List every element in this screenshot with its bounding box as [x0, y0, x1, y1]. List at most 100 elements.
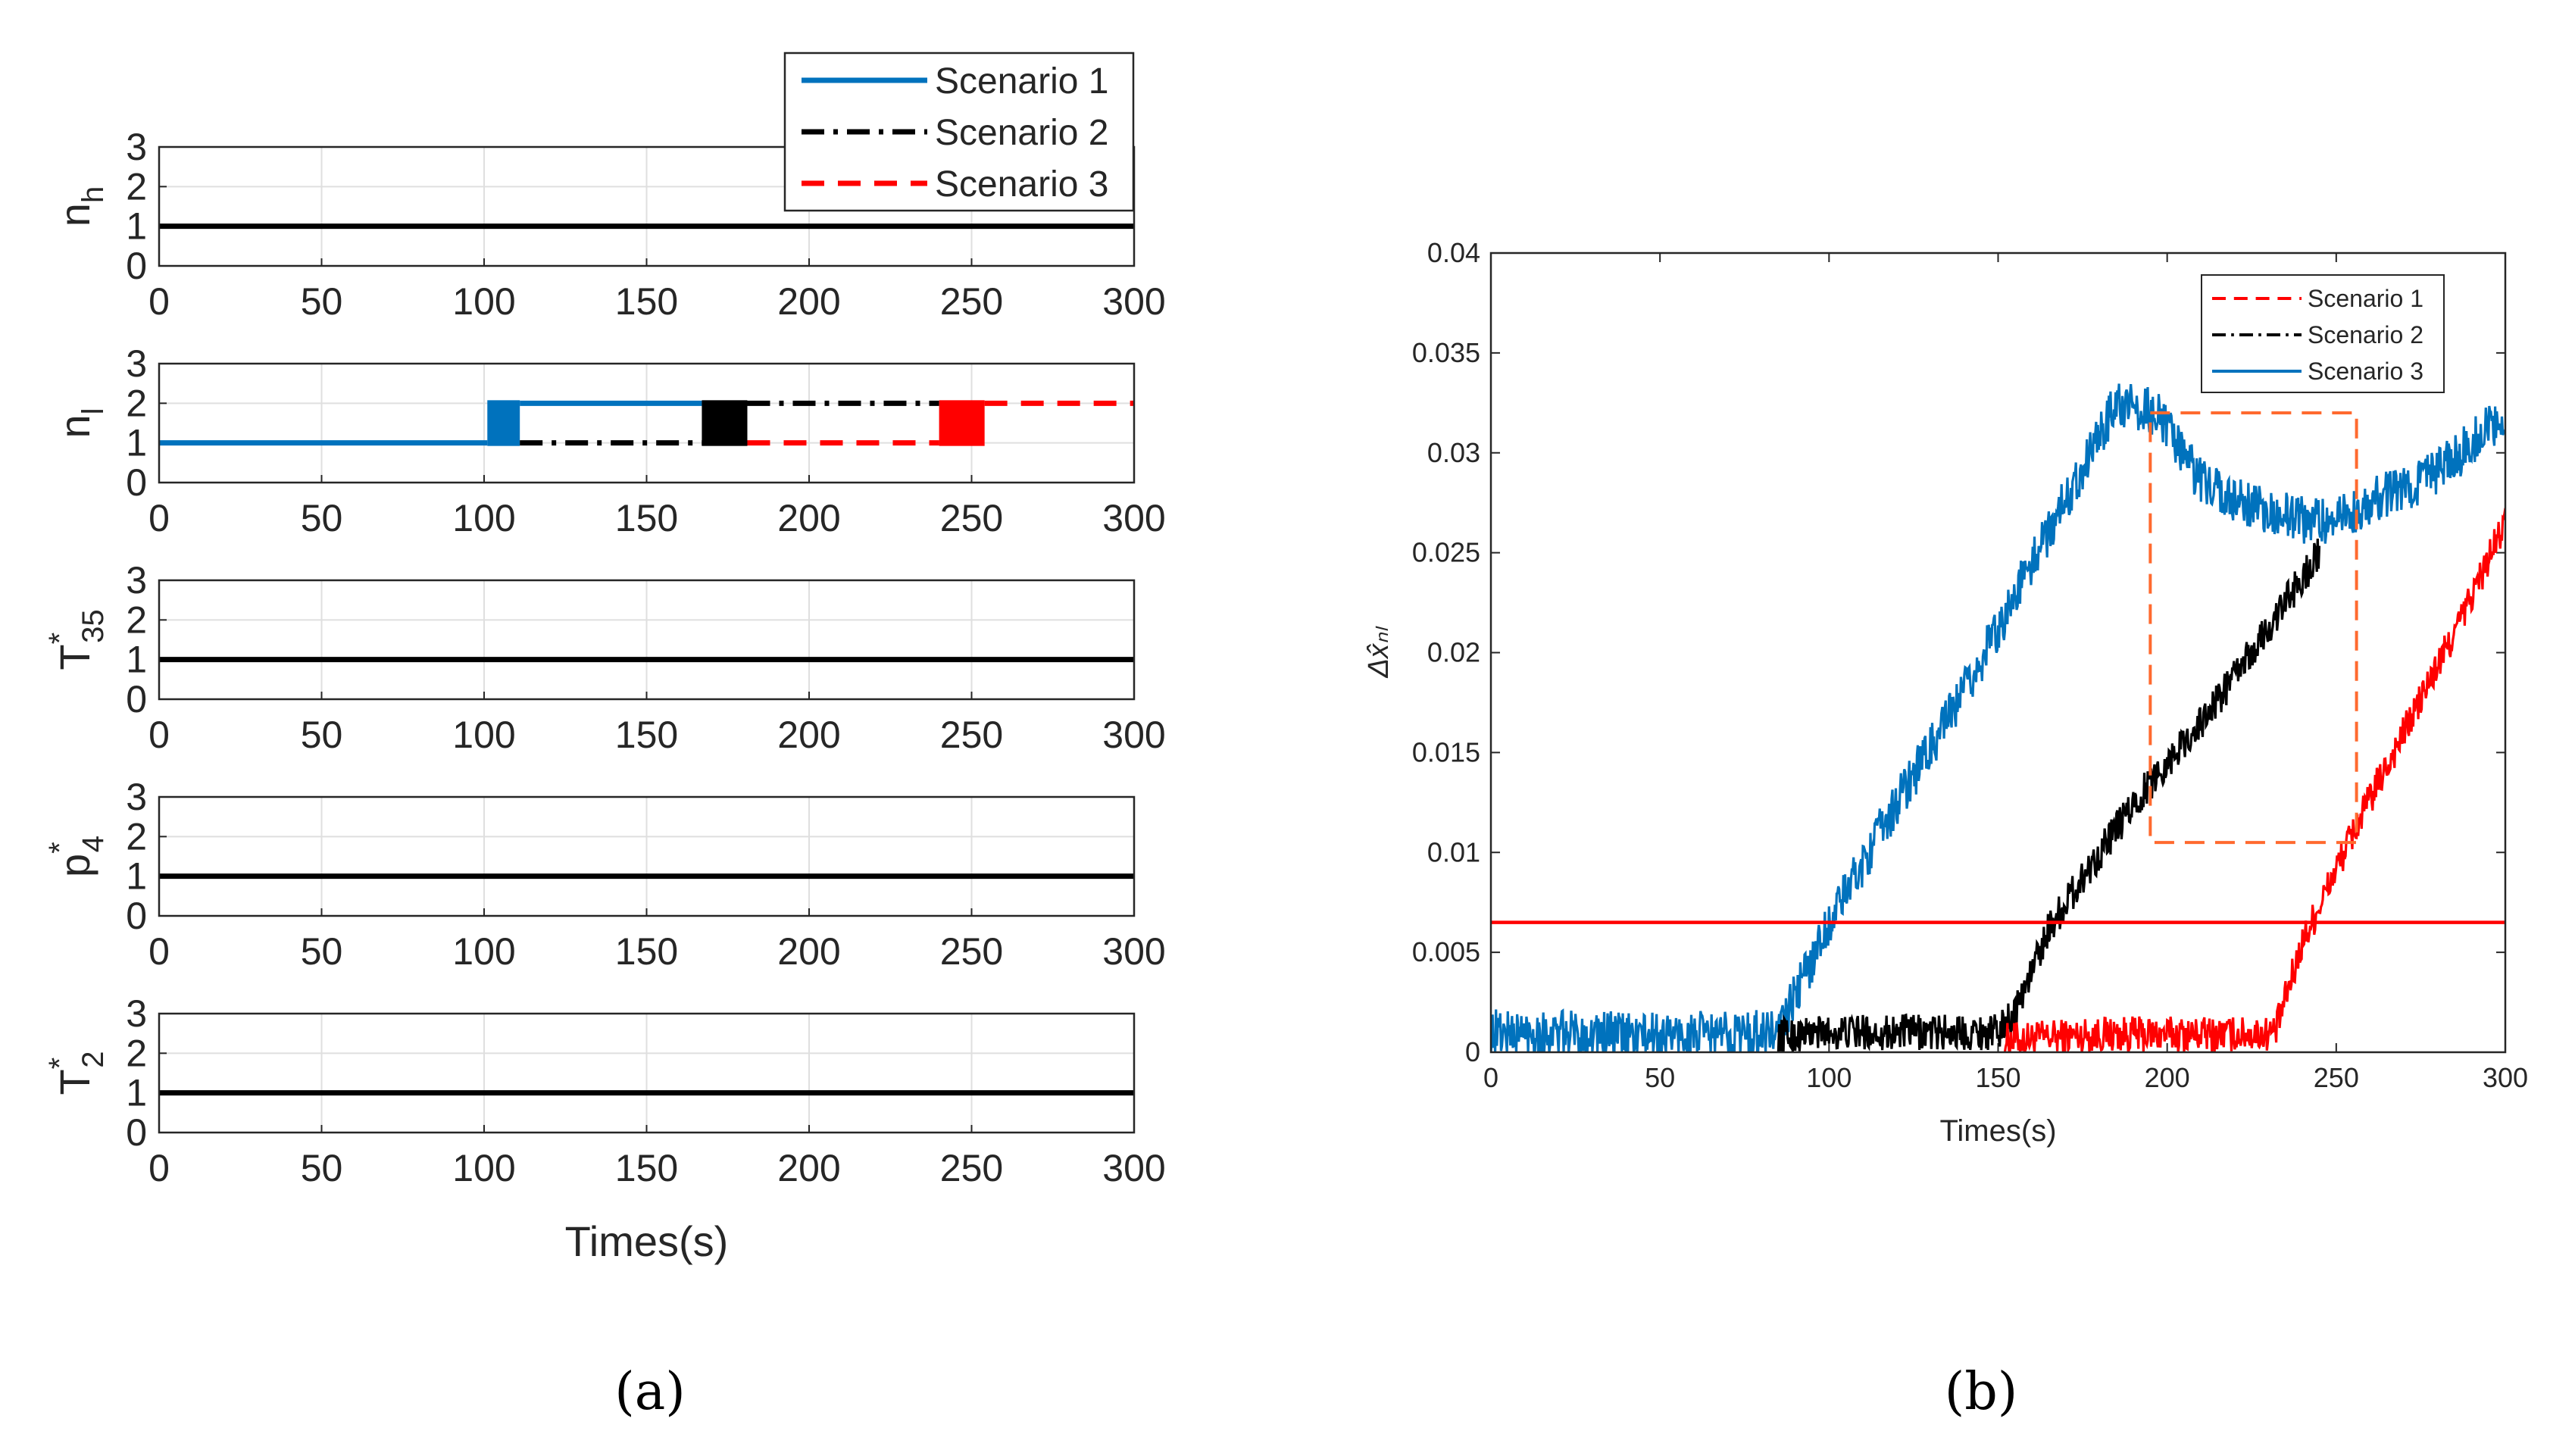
- y-tick-label: 3: [126, 559, 147, 601]
- x-tick-label: 250: [940, 930, 1003, 973]
- panel-a-caption: (a): [614, 1362, 686, 1422]
- y-tick-label: 0.03: [1427, 437, 1480, 468]
- x-tick-label: 200: [777, 497, 840, 539]
- x-tick-label: 200: [777, 1147, 840, 1189]
- y-tick-label: 0.015: [1412, 736, 1480, 767]
- legend-label: Scenario 3: [2308, 358, 2423, 385]
- x-tick-label: 50: [301, 280, 343, 323]
- y-tick-label: 0.005: [1412, 936, 1480, 967]
- axes-frame: [1489, 252, 2507, 1054]
- x-tick-label: 250: [2314, 1062, 2359, 1093]
- x-tick-label: 200: [777, 714, 840, 756]
- y-label-sup: *: [43, 842, 77, 854]
- x-tick-label: 100: [452, 930, 515, 973]
- x-tick-label: 300: [1102, 930, 1165, 973]
- y-label-base: n: [51, 414, 98, 438]
- y-tick-label: 2: [126, 165, 147, 208]
- y-tick-label: 2: [126, 815, 147, 858]
- x-tick-label: 300: [1102, 280, 1165, 323]
- y-label-sub: l: [77, 408, 110, 414]
- y-label-sub: 4: [77, 836, 110, 852]
- y-tick-label: 2: [126, 1032, 147, 1074]
- x-tick-label: 100: [452, 1147, 515, 1189]
- panel-b-caption: (b): [1945, 1362, 2018, 1422]
- y-label-base: p: [51, 854, 98, 877]
- y-tick-label: 3: [126, 126, 147, 168]
- y-tick-label: 0.025: [1412, 537, 1480, 568]
- series-line-scenario-3: [1491, 383, 2505, 1052]
- x-tick-label: 150: [615, 930, 678, 973]
- y-tick-label: 2: [126, 598, 147, 641]
- x-tick-label: 300: [1102, 714, 1165, 756]
- y-label-sub: h: [77, 186, 110, 203]
- y-tick-label: 0.02: [1427, 637, 1480, 668]
- x-tick-label: 150: [615, 280, 678, 323]
- y-tick-label: 3: [126, 776, 147, 818]
- axes-frame: [158, 1012, 1136, 1134]
- x-tick-label: 250: [940, 280, 1003, 323]
- y-tick-label: 0: [126, 461, 147, 504]
- series-group: [1491, 383, 2505, 1052]
- y-tick-label: 1: [126, 855, 147, 898]
- y-label-sub: 2: [77, 1051, 110, 1067]
- y-label-sup: *: [43, 1058, 77, 1070]
- y-tick-label: 0: [126, 1111, 147, 1154]
- legend-label: Scenario 1: [935, 61, 1108, 102]
- y-tick-label: 0.04: [1427, 237, 1480, 268]
- x-tick-label: 50: [301, 930, 343, 973]
- x-tick-label: 150: [615, 714, 678, 756]
- y-axis-label: nl: [51, 408, 110, 438]
- switching-band-scenario-2: [702, 400, 748, 446]
- y-axis-label: p*4: [43, 836, 110, 877]
- legend-label: Scenario 2: [935, 113, 1108, 153]
- axes-frame: [158, 579, 1136, 701]
- x-tick-label: 50: [301, 497, 343, 539]
- legend-label: Scenario 1: [2308, 285, 2423, 312]
- y-label-base: T: [51, 1069, 98, 1095]
- switching-band-scenario-1: [487, 400, 520, 446]
- x-tick-label: 300: [1102, 497, 1165, 539]
- y-label-base: n: [51, 203, 98, 227]
- x-tick-label: 50: [301, 1147, 343, 1189]
- y-axis-label: T*2: [43, 1051, 110, 1095]
- y-label-sup: *: [43, 633, 77, 645]
- x-tick-label: 0: [148, 930, 170, 973]
- x-tick-label: 250: [940, 714, 1003, 756]
- y-axis-label: Δx̂ₙₗ: [1363, 626, 1395, 679]
- legend-label: Scenario 2: [2308, 321, 2423, 348]
- x-tick-label: 300: [1102, 1147, 1165, 1189]
- x-tick-label: 0: [148, 280, 170, 323]
- x-tick-label: 100: [452, 714, 515, 756]
- x-tick-label: 150: [615, 1147, 678, 1189]
- y-tick-label: 2: [126, 382, 147, 424]
- y-axis-label: nh: [51, 186, 110, 227]
- x-tick-label: 0: [148, 714, 170, 756]
- x-tick-label: 100: [1806, 1062, 1852, 1093]
- y-tick-label: 1: [126, 422, 147, 464]
- x-tick-label: 50: [1645, 1062, 1675, 1093]
- y-tick-label: 1: [126, 639, 147, 681]
- y-tick-label: 0: [126, 245, 147, 287]
- x-tick-label: 200: [2145, 1062, 2190, 1093]
- y-tick-label: 1: [126, 1072, 147, 1114]
- y-tick-label: 3: [126, 342, 147, 385]
- y-tick-label: 0.035: [1412, 337, 1480, 368]
- series-line-scenario-1: [2003, 508, 2505, 1052]
- y-tick-label: 0: [1465, 1036, 1480, 1067]
- panel-b: 0 50 100 150 200 250 300 0 0.005 0.01 0.015 0.02 0.0…: [1363, 237, 2528, 1148]
- x-tick-label: 0: [148, 497, 170, 539]
- zoom-box: [2148, 411, 2358, 845]
- y-tick-label: 1: [126, 205, 147, 248]
- y-tick-label: 0.01: [1427, 836, 1480, 867]
- x-axis-label: Times(s): [565, 1217, 729, 1265]
- y-tick-label: 0: [126, 895, 147, 937]
- x-tick-label: 150: [1975, 1062, 2020, 1093]
- legend: Scenario 1 Scenario 2 Scenario 3: [783, 52, 1135, 212]
- x-tick-label: 50: [301, 714, 343, 756]
